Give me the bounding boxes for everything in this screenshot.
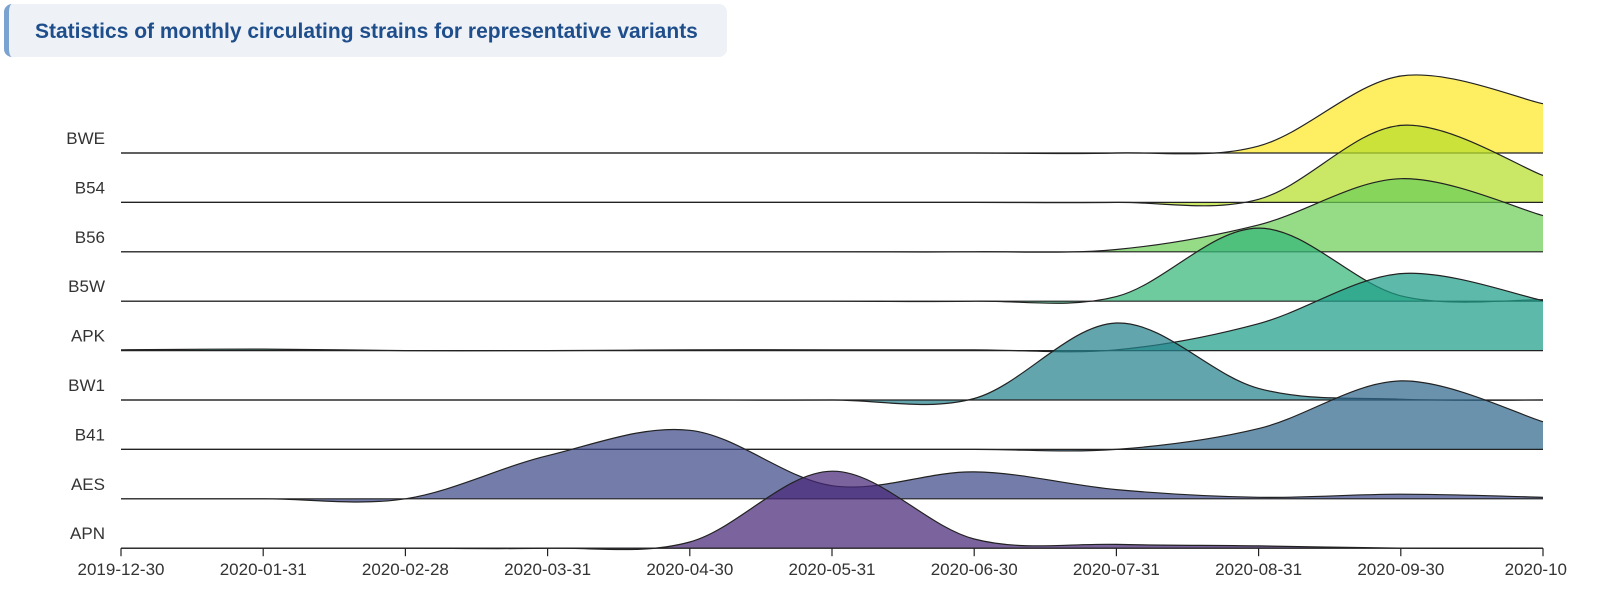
x-tick-label: 2020-03-31 [504, 560, 591, 579]
ridge-bwe [121, 74, 1544, 155]
x-tick-label: 2020-02-28 [362, 560, 449, 579]
x-tick-label: 2020-07-31 [1073, 560, 1160, 579]
x-tick-label: 2020-08-31 [1215, 560, 1302, 579]
row-labels: BWE B54 B56 B5W APK BW1 B41 AES APN [66, 129, 105, 543]
ridge-area-apn [121, 471, 1543, 550]
row-label-apn: APN [70, 524, 105, 543]
x-tick-label: 2020-09-30 [1357, 560, 1444, 579]
ridge-area-bw1 [121, 322, 1543, 405]
x-tick-label: 2020-04-30 [646, 560, 733, 579]
ridge-area-apk [121, 273, 1543, 352]
ridges [120, 74, 1544, 551]
ridge-area-b41 [121, 380, 1543, 451]
ridge-area-bwe [121, 74, 1543, 154]
row-label-b5w: B5W [68, 277, 105, 296]
ridge-apn [121, 470, 1544, 551]
row-label-aes: AES [71, 475, 105, 494]
x-tick-label: 2020-01-31 [220, 560, 307, 579]
ridge-b5w [120, 227, 1544, 304]
chart-title: Statistics of monthly circulating strain… [35, 20, 698, 43]
row-label-b41: B41 [75, 425, 105, 444]
x-tick-label: 2020-05-31 [789, 560, 876, 579]
row-label-bw1: BW1 [68, 376, 105, 395]
row-label-apk: APK [71, 327, 106, 346]
x-tick-label: 2020-06-30 [931, 560, 1018, 579]
row-label-b56: B56 [75, 228, 105, 247]
row-label-bwe: BWE [66, 129, 105, 148]
ridge-b41 [121, 380, 1544, 452]
title-card: Statistics of monthly circulating strain… [4, 4, 727, 57]
ridge-apk [120, 272, 1544, 353]
ridge-area-aes [121, 429, 1543, 502]
ridge-area-b56 [121, 178, 1543, 253]
x-tick-label: 2020-10 [1505, 560, 1567, 579]
ridge-area-b5w [121, 228, 1543, 304]
x-axis: 2019-12-30 2020-01-31 2020-02-28 2020-03-31… [78, 547, 1567, 579]
x-tick-label: 2019-12-30 [78, 560, 165, 579]
row-label-b54: B54 [75, 178, 105, 197]
ridge-bw1 [121, 322, 1544, 406]
